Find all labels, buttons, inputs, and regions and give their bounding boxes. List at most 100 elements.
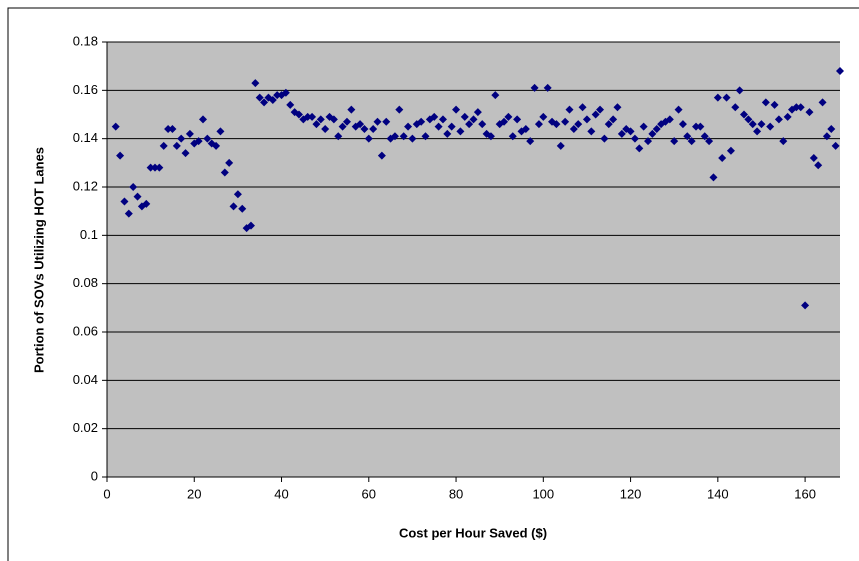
x-tick-label: 40 [274,486,288,501]
x-axis-title: Cost per Hour Saved ($) [399,525,547,540]
data-point [822,132,831,141]
data-point [159,141,168,150]
data-point [216,127,225,136]
x-tick-label: 60 [362,486,376,501]
data-point [578,103,587,112]
data-point [150,163,159,172]
data-point [268,96,277,104]
data-point [648,129,657,138]
data-point [726,146,735,155]
data-point [168,125,177,133]
data-point [818,98,827,107]
data-point [316,115,325,124]
data-point [783,112,792,121]
data-point [814,161,823,170]
data-point [526,137,535,146]
data-point [146,163,155,172]
x-tick-label: 0 [103,486,110,501]
data-point [613,103,622,112]
data-point [591,110,600,119]
data-point [731,103,740,112]
data-point [225,158,234,167]
data-point [561,117,570,126]
data-point [617,129,626,138]
data-point [735,86,744,95]
data-point [692,122,701,131]
data-point [748,120,757,129]
data-point [181,149,190,158]
data-point [364,134,373,143]
data-point [390,132,399,141]
data-point [491,91,500,100]
x-tick-label: 160 [794,486,816,501]
data-point [805,108,814,117]
data-point [356,120,365,129]
data-point [792,103,801,112]
data-point [713,93,722,102]
data-point [718,154,727,162]
data-point [198,115,207,124]
data-point [670,137,679,146]
data-point [801,301,810,310]
data-point [674,105,683,114]
data-point [281,88,290,97]
data-point [286,100,295,109]
data-point [687,137,696,146]
data-point [831,141,840,150]
data-point [504,112,513,121]
data-point [220,168,229,177]
data-point [194,137,203,146]
data-point [753,127,762,136]
data-point [552,120,561,129]
data-point [626,127,635,136]
data-point [774,115,783,124]
y-tick-label: 0.06 [73,323,98,338]
data-point [308,112,317,121]
data-point [212,141,221,150]
x-tick-label: 20 [187,486,201,501]
y-tick-label: 0.1 [80,227,98,242]
data-point [486,132,495,141]
data-point [836,67,844,75]
data-point [543,83,552,92]
data-point [408,134,417,143]
data-point [766,122,775,131]
data-point [635,144,644,153]
data-point [460,112,469,121]
data-point [644,137,653,146]
data-point [303,112,312,121]
data-point [705,137,714,146]
data-point [665,115,674,124]
data-point [347,105,356,114]
data-point [238,204,247,213]
data-point [709,173,718,182]
data-point [172,141,181,150]
data-point [452,105,461,114]
data-point [404,122,413,131]
data-point [478,120,487,129]
data-point [539,112,548,121]
data-point [124,209,133,218]
data-point [740,110,749,119]
data-point [447,122,456,131]
data-point [155,163,164,172]
data-point [434,122,443,131]
data-point [556,141,565,150]
data-point [596,105,605,114]
data-point [574,120,583,129]
data-point [129,183,138,191]
y-tick-label: 0.12 [73,178,98,193]
data-point [630,134,639,143]
data-point [116,151,125,160]
data-point [185,129,194,138]
x-tick-label: 140 [707,486,729,501]
data-point [521,125,530,133]
y-tick-label: 0.14 [73,130,98,145]
x-tick-label: 80 [449,486,463,501]
data-point [639,122,648,131]
data-point [260,98,269,107]
data-point [696,122,705,131]
y-tick-label: 0.08 [73,275,98,290]
data-point [744,115,753,124]
